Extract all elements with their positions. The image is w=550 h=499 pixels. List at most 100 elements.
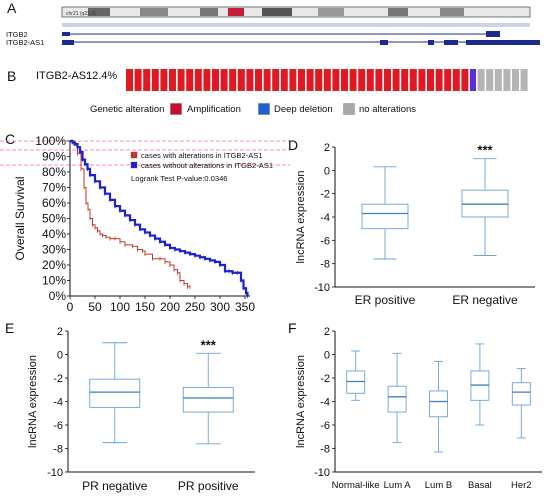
y-axis-label: lncRNA expression <box>27 355 39 448</box>
legend-deep-deletion: Deep deletion <box>274 104 333 115</box>
x-tick-label: 50 <box>88 300 102 314</box>
ideogram-band <box>88 8 110 16</box>
y-tick-label: -6 <box>53 420 63 432</box>
amplification-bar <box>160 69 168 91</box>
legend-entry: cases without alterations in ITGB2-AS1 <box>141 161 273 170</box>
y-axis-label: Overall Survival <box>13 176 27 260</box>
gene-label-itgb2: ITGB2 <box>6 30 28 39</box>
legend-swatch <box>130 151 138 159</box>
category-label: Lum A <box>384 480 412 491</box>
panel-label-c: C <box>5 131 16 147</box>
box <box>361 203 409 230</box>
amplification-bar <box>263 69 271 91</box>
no-alteration-bar <box>503 69 511 91</box>
no-alteration-bar <box>477 69 485 91</box>
x-tick-label: 300 <box>210 300 230 314</box>
legend-no-alterations: no alterations <box>359 104 417 115</box>
panel-label-a: A <box>7 0 17 16</box>
y-tick-label: 0 <box>57 350 63 362</box>
amplification-bar <box>358 69 366 91</box>
no-alteration-bar <box>512 69 519 91</box>
amplification-bar <box>169 69 176 91</box>
box <box>511 382 531 406</box>
ruler-text: chr21 (q22.3) <box>66 11 96 17</box>
amplification-bar <box>126 69 133 91</box>
amplification-bar <box>220 69 228 91</box>
y-tick-label: -4 <box>320 212 330 224</box>
amplification-bar <box>289 69 297 91</box>
y-tick-label: -10 <box>314 282 330 294</box>
amplification-bar <box>143 69 151 91</box>
no-alterations-swatch <box>343 103 355 115</box>
x-tick-label: 0 <box>67 300 74 314</box>
ideogram-band <box>440 8 464 16</box>
amplification-bar <box>409 69 417 91</box>
pr-boxplot: 2 0 -2 -4 -6 -8 -10 lncRNA expression PR negativ… <box>27 326 255 493</box>
y-tick-label: 50% <box>42 212 66 226</box>
y-tick-label: -6 <box>320 420 330 432</box>
y-tick-label: 0% <box>49 289 67 303</box>
amplification-bar <box>272 69 280 91</box>
significance-marker: *** <box>201 337 217 352</box>
amplification-bar <box>237 69 245 91</box>
amplification-bar <box>392 69 400 91</box>
x-tick-label: 250 <box>185 300 205 314</box>
amplification-bar <box>186 69 194 91</box>
ideogram-highlight <box>228 8 244 16</box>
gene-label-itgb2-as1: ITGB2-AS1 <box>6 38 44 47</box>
amplification-bar <box>151 69 159 91</box>
y-tick-label: 10% <box>42 274 66 288</box>
category-label: Normal-like <box>332 480 380 491</box>
amplification-bar <box>298 69 305 91</box>
legend-swatch <box>130 161 138 169</box>
box <box>89 378 141 408</box>
category-label: Basal <box>468 480 492 491</box>
y-tick-label: 0 <box>324 165 330 177</box>
panel-label-d: D <box>288 137 299 153</box>
box <box>429 390 448 418</box>
y-tick-label: -2 <box>320 373 330 385</box>
y-tick-label: 80% <box>42 165 66 179</box>
amplification-bar <box>375 69 383 91</box>
y-tick-label: 70% <box>42 181 66 195</box>
y-axis-label: lncRNA expression <box>295 171 307 264</box>
ideogram-band <box>140 8 168 16</box>
amplification-bar <box>444 69 452 91</box>
y-tick-label: 40% <box>42 227 66 241</box>
amplification-bar <box>323 69 331 91</box>
amplification-swatch <box>170 103 182 115</box>
amplification-bar <box>229 69 237 91</box>
x-tick-label: 200 <box>160 300 180 314</box>
legend-title: Genetic alteration <box>90 104 165 115</box>
y-tick-label: 60% <box>42 196 66 210</box>
amplification-bar <box>332 69 340 91</box>
y-tick-label: 30% <box>42 243 66 257</box>
survival-curve-altered <box>70 140 190 288</box>
amplification-bar <box>203 69 211 91</box>
legend-amplification: Amplification <box>187 104 241 115</box>
x-tick-label: 350 <box>235 300 255 314</box>
y-tick-label: -4 <box>53 397 63 409</box>
box <box>182 386 234 413</box>
y-tick-label: 0 <box>324 350 330 362</box>
amplification-bar <box>255 69 262 91</box>
er-boxplot: 2 0 -2 -4 -6 -8 -10 lncRNA expression ER positiv… <box>295 142 535 307</box>
y-tick-label: -2 <box>53 373 63 385</box>
amplification-bar <box>280 69 288 91</box>
amplification-bar <box>315 69 323 91</box>
panel-label-f: F <box>288 320 297 336</box>
amplification-bar <box>341 69 348 91</box>
amplification-bar <box>349 69 357 91</box>
amplification-bar <box>306 69 314 91</box>
amplification-bar <box>366 69 374 91</box>
deletion-bar <box>470 69 476 91</box>
y-tick-label: 2 <box>324 142 330 154</box>
significance-marker: *** <box>477 143 493 158</box>
box <box>387 385 407 413</box>
amplification-bar <box>452 69 460 91</box>
ideogram-band <box>200 8 218 16</box>
category-label: ER negative <box>452 293 518 307</box>
amplification-bar <box>177 69 185 91</box>
category-label: PR positive <box>178 479 239 493</box>
logrank-annotation: Logrank Test P-value:0.0346 <box>131 174 228 183</box>
